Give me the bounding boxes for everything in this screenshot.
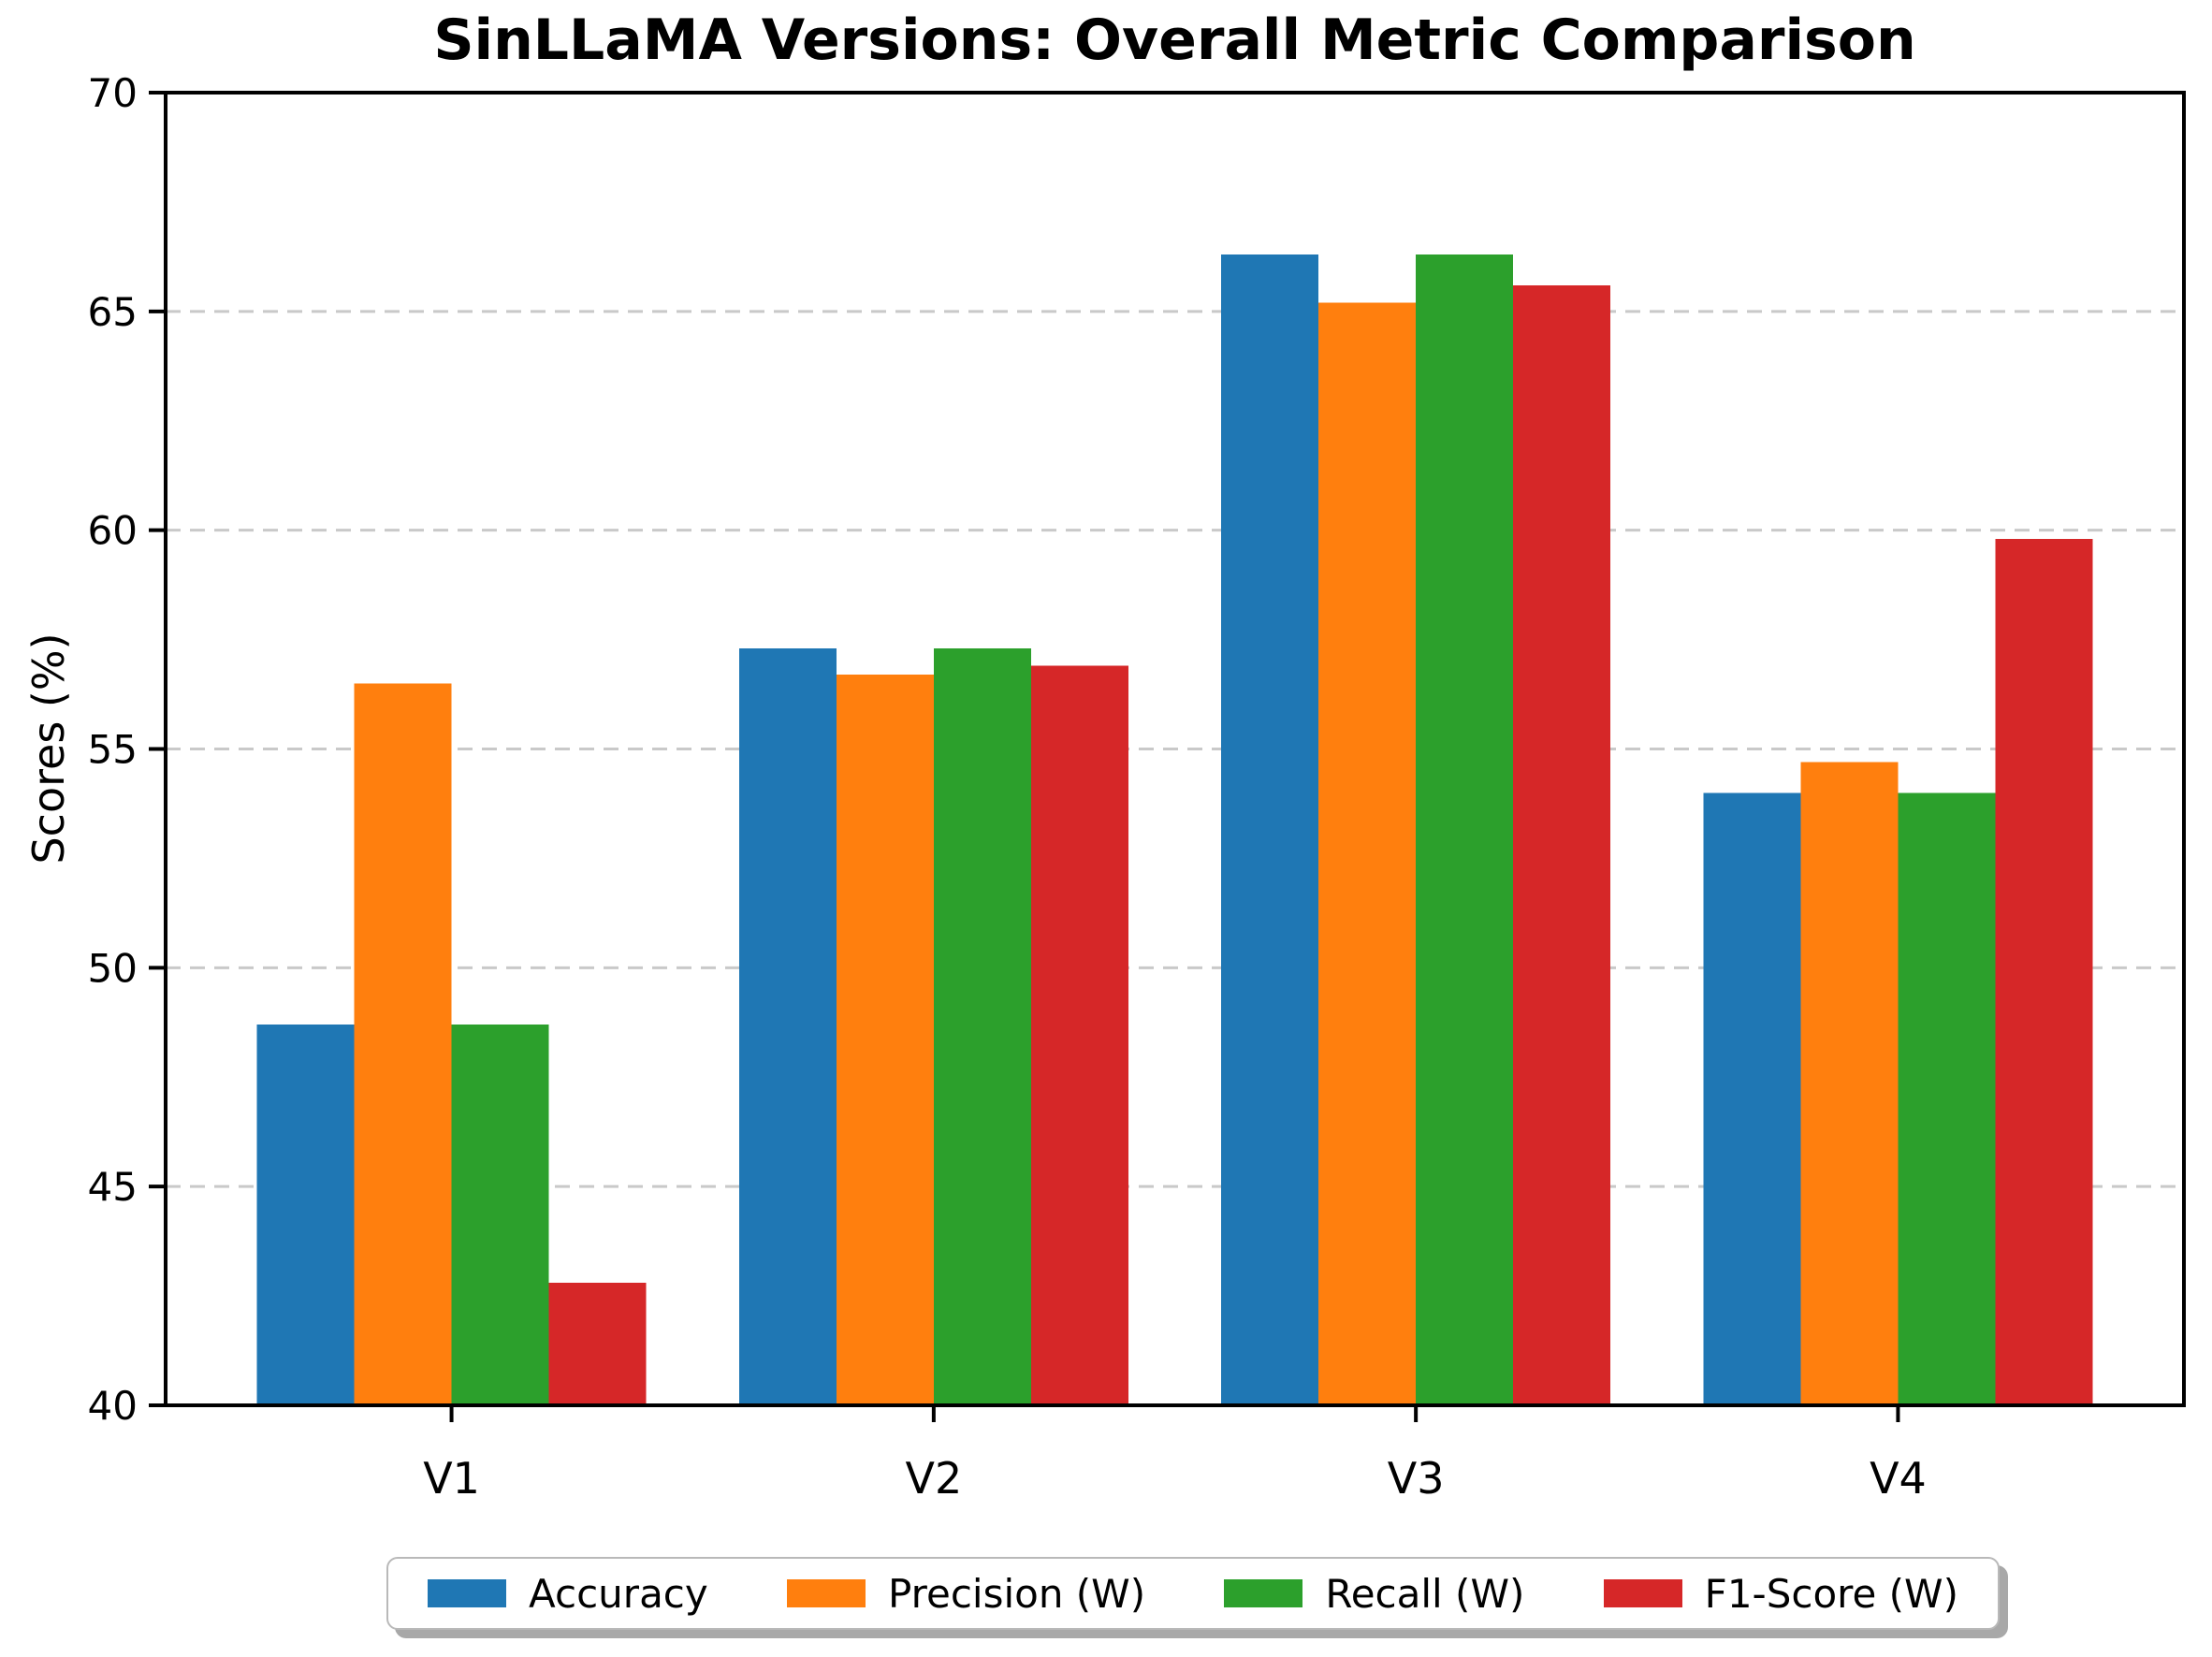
y-tick-label-60: 60: [88, 508, 138, 554]
bar-v1-recall-w: [451, 1025, 549, 1405]
legend-item-f1-score-w: F1-Score (W): [1603, 1570, 1958, 1617]
y-tick-label-50: 50: [88, 945, 138, 991]
y-tick-label-55: 55: [88, 727, 138, 773]
bar-v3-recall-w: [1416, 254, 1514, 1406]
chart-title: SinLLaMA Versions: Overall Metric Compar…: [433, 7, 1916, 73]
legend-item-recall-w: Recall (W): [1224, 1571, 1524, 1617]
bar-v1-f1-score-w: [548, 1283, 647, 1405]
bar-v2-accuracy: [738, 647, 837, 1405]
legend-label-accuracy: Accuracy: [529, 1570, 708, 1617]
bar-v2-precision-w: [836, 674, 934, 1405]
bar-v3-precision-w: [1318, 302, 1417, 1406]
legend-label-f1-score-w: F1-Score (W): [1704, 1570, 1958, 1617]
bar-v3-f1-score-w: [1513, 284, 1611, 1406]
legend-item-accuracy: Accuracy: [428, 1571, 708, 1617]
bar-v4-recall-w: [1898, 792, 1996, 1405]
x-tick-label-v1: V1: [423, 1453, 480, 1504]
x-tick-label-v4: V4: [1870, 1453, 1927, 1504]
y-tick-label-40: 40: [88, 1383, 138, 1429]
x-tick-label-v3: V3: [1388, 1453, 1445, 1504]
legend-label-precision-w: Precision (W): [888, 1570, 1146, 1617]
legend-swatch-accuracy: [428, 1579, 506, 1607]
bar-v2-f1-score-w: [1030, 665, 1128, 1405]
bar-v4-f1-score-w: [1995, 539, 2093, 1405]
legend-swatch-f1-score-w: [1603, 1579, 1682, 1607]
bar-v4-accuracy: [1703, 792, 1801, 1405]
y-tick-label-70: 70: [88, 70, 138, 116]
bar-v4-precision-w: [1800, 762, 1899, 1405]
bar-v3-accuracy: [1221, 254, 1319, 1406]
legend-swatch-precision-w: [787, 1579, 866, 1607]
bar-v2-recall-w: [933, 647, 1031, 1405]
legend: Accuracy Precision (W) Recall (W) F1-Score …: [386, 1557, 2000, 1630]
y-tick-label-45: 45: [88, 1164, 138, 1210]
bar-v1-precision-w: [354, 683, 452, 1405]
legend-swatch-recall-w: [1224, 1579, 1303, 1607]
x-tick-label-v2: V2: [905, 1453, 962, 1504]
legend-item-precision-w: Precision (W): [787, 1571, 1145, 1617]
legend-label-recall-w: Recall (W): [1325, 1570, 1525, 1617]
bar-v1-accuracy: [256, 1025, 355, 1405]
y-tick-label-65: 65: [88, 289, 138, 335]
